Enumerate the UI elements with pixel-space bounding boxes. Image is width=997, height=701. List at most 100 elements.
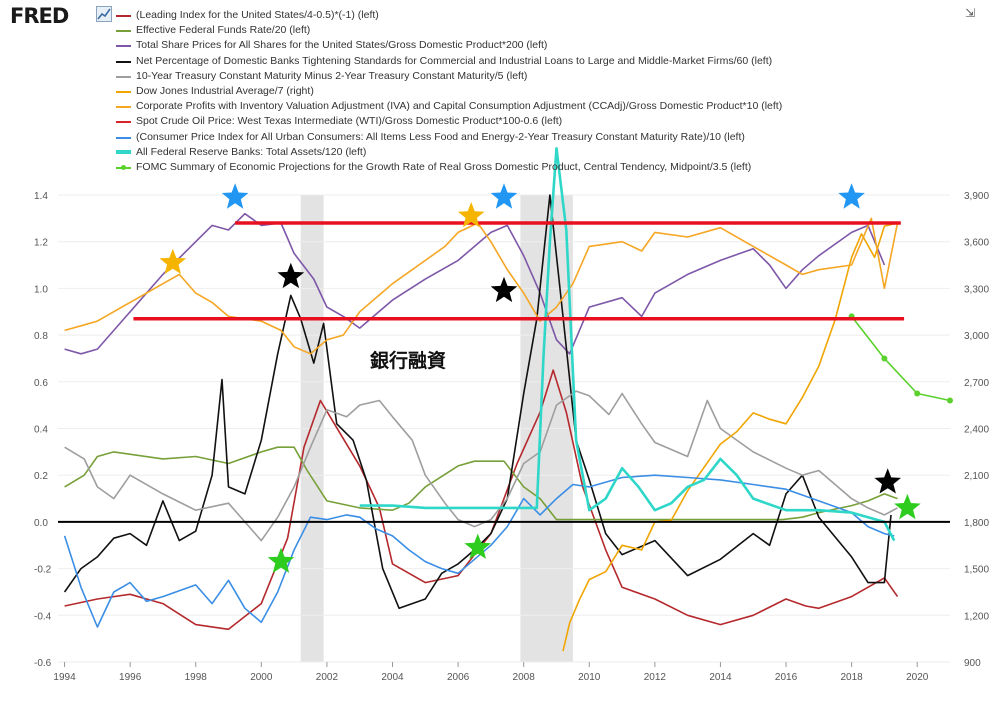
legend-label: Effective Federal Funds Rate/20 (left) bbox=[136, 24, 311, 37]
x-tick-label: 1996 bbox=[119, 672, 142, 683]
right-tick-label: 2,100 bbox=[964, 471, 989, 482]
left-tick-label: 0.8 bbox=[34, 331, 48, 342]
x-tick-label: 1998 bbox=[185, 672, 208, 683]
series-line-8 bbox=[63, 474, 895, 628]
series-point-10 bbox=[914, 390, 921, 397]
x-tick-label: 2008 bbox=[513, 672, 536, 683]
legend-item-0[interactable]: (Leading Index for the United States/4-0… bbox=[116, 8, 782, 23]
legend-swatch bbox=[116, 106, 131, 109]
series-line-4 bbox=[64, 390, 898, 542]
left-axis-ticks: 1.4 1.2 1.0 0.8 0.6 0.4 0.2 0.0 -0.2 -0.4 -0.6 bbox=[34, 191, 52, 669]
legend-label: (Leading Index for the United States/4-0… bbox=[136, 9, 379, 21]
series-line-6 bbox=[64, 217, 899, 355]
legend-label: All Federal Reserve Banks: Total Assets/… bbox=[136, 145, 367, 158]
x-tick-label: 2002 bbox=[316, 672, 339, 683]
legend-swatch bbox=[116, 75, 131, 78]
star-icon bbox=[894, 493, 921, 520]
legend-item-5[interactable]: Dow Jones Industrial Average/7 (right) bbox=[116, 84, 782, 99]
legend-item-8[interactable]: (Consumer Price Index for All Urban Cons… bbox=[116, 130, 782, 145]
legend-item-6[interactable]: Corporate Profits with Inventory Valuati… bbox=[116, 99, 782, 114]
right-tick-label: 3,900 bbox=[964, 191, 989, 202]
left-tick-label: -0.6 bbox=[34, 658, 52, 669]
series-line-1 bbox=[64, 446, 898, 521]
series-line-0 bbox=[64, 369, 899, 631]
x-tick-label: 2014 bbox=[709, 672, 732, 683]
legend-item-10[interactable]: FOMC Summary of Economic Projections for… bbox=[116, 160, 782, 175]
fred-chart-icon bbox=[96, 6, 112, 22]
x-tick-label: 1994 bbox=[53, 672, 76, 683]
right-tick-label: 3,600 bbox=[964, 238, 989, 249]
legend-label: 10-Year Treasury Constant Maturity Minus… bbox=[136, 69, 528, 82]
series-line-10 bbox=[850, 315, 951, 402]
right-tick-label: 2,400 bbox=[964, 425, 989, 436]
x-axis-ticks: 1994 1996 1998 2000 2002 2004 2006 2008 2010 2012… bbox=[53, 662, 929, 683]
x-tick-label: 2018 bbox=[840, 672, 863, 683]
star-icon bbox=[490, 276, 518, 303]
legend-label: Total Share Prices for All Shares for th… bbox=[136, 39, 548, 52]
legend-swatch bbox=[116, 60, 131, 63]
collapse-icon[interactable]: ⇲ bbox=[965, 6, 976, 20]
right-tick-label: 3,000 bbox=[964, 331, 989, 342]
right-axis-ticks: 3,900 3,600 3,300 3,000 2,700 2,400 2,100 1,800… bbox=[964, 191, 989, 669]
left-tick-label: 0.2 bbox=[34, 471, 48, 482]
series-line-9 bbox=[359, 147, 896, 542]
legend-item-4[interactable]: 10-Year Treasury Constant Maturity Minus… bbox=[116, 69, 782, 84]
series-lines bbox=[63, 147, 953, 652]
legend-swatch bbox=[116, 90, 131, 93]
star-markers bbox=[159, 183, 921, 573]
right-tick-label: 3,300 bbox=[964, 284, 989, 295]
star-icon bbox=[464, 533, 492, 559]
legend-label: Spot Crude Oil Price: West Texas Interme… bbox=[136, 115, 563, 128]
chart-legend: (Leading Index for the United States/4-0… bbox=[116, 8, 782, 175]
left-tick-label: 1.4 bbox=[34, 191, 48, 202]
series-point-10 bbox=[881, 355, 888, 362]
series-line-5 bbox=[562, 222, 898, 652]
x-tick-label: 2016 bbox=[775, 672, 798, 683]
legend-label: (Consumer Price Index for All Urban Cons… bbox=[136, 130, 745, 143]
star-icon bbox=[874, 468, 901, 494]
left-tick-label: 0.6 bbox=[34, 378, 48, 389]
legend-swatch bbox=[116, 45, 131, 48]
x-tick-label: 2010 bbox=[578, 672, 601, 683]
legend-label: Corporate Profits with Inventory Valuati… bbox=[136, 100, 783, 113]
series-point-10 bbox=[947, 397, 953, 404]
legend-swatch bbox=[116, 150, 131, 155]
legend-swatch bbox=[116, 136, 131, 139]
series-line-2 bbox=[64, 212, 886, 355]
star-icon bbox=[457, 202, 485, 228]
bank-lending-annotation: 銀行融資 bbox=[370, 349, 446, 372]
legend-item-3[interactable]: Net Percentage of Domestic Banks Tighten… bbox=[116, 54, 782, 69]
legend-swatch bbox=[116, 166, 131, 169]
left-tick-label: -0.2 bbox=[34, 565, 52, 576]
right-tick-label: 900 bbox=[964, 658, 981, 669]
left-tick-label: 0.0 bbox=[34, 518, 48, 529]
star-icon bbox=[838, 183, 865, 209]
legend-item-9[interactable]: All Federal Reserve Banks: Total Assets/… bbox=[116, 145, 782, 160]
fred-logo[interactable]: FRED bbox=[10, 4, 69, 28]
legend-item-2[interactable]: Total Share Prices for All Shares for th… bbox=[116, 38, 782, 53]
reference-lines bbox=[58, 221, 950, 523]
left-tick-label: 0.4 bbox=[34, 425, 48, 436]
x-tick-label: 2000 bbox=[250, 672, 273, 683]
left-tick-label: 1.0 bbox=[34, 284, 48, 295]
star-icon bbox=[221, 183, 249, 209]
right-tick-label: 2,700 bbox=[964, 378, 989, 389]
legend-swatch bbox=[116, 15, 131, 17]
left-tick-label: -0.4 bbox=[34, 611, 52, 622]
legend-label: FOMC Summary of Economic Projections for… bbox=[136, 160, 752, 173]
right-tick-label: 1,500 bbox=[964, 565, 989, 576]
legend-swatch bbox=[116, 121, 131, 124]
left-tick-label: 1.2 bbox=[34, 238, 48, 249]
star-icon bbox=[267, 547, 295, 573]
x-tick-label: 2004 bbox=[381, 672, 404, 683]
x-tick-label: 2006 bbox=[447, 672, 470, 683]
legend-swatch bbox=[116, 30, 131, 33]
legend-label: Dow Jones Industrial Average/7 (right) bbox=[136, 84, 314, 97]
legend-item-1[interactable]: Effective Federal Funds Rate/20 (left) bbox=[116, 23, 782, 38]
star-icon bbox=[277, 262, 305, 289]
legend-item-7[interactable]: Spot Crude Oil Price: West Texas Interme… bbox=[116, 114, 782, 129]
right-tick-label: 1,800 bbox=[964, 518, 989, 529]
star-icon bbox=[159, 248, 187, 274]
right-tick-label: 1,200 bbox=[964, 611, 989, 622]
